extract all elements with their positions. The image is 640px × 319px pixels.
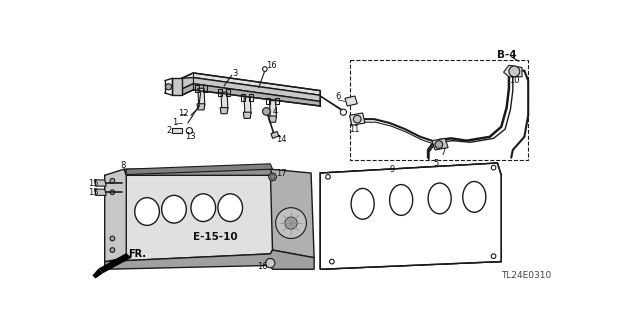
Circle shape [266, 258, 275, 268]
Polygon shape [182, 84, 320, 106]
Polygon shape [172, 78, 182, 95]
Text: B-4: B-4 [497, 50, 517, 60]
Circle shape [353, 115, 361, 123]
Polygon shape [197, 104, 205, 110]
Ellipse shape [218, 194, 243, 221]
Circle shape [509, 66, 520, 77]
Ellipse shape [162, 195, 186, 223]
Circle shape [270, 174, 275, 179]
Polygon shape [243, 112, 251, 118]
Polygon shape [105, 169, 273, 262]
Ellipse shape [428, 183, 451, 214]
Polygon shape [124, 169, 273, 175]
Circle shape [276, 208, 307, 239]
Text: FR.: FR. [128, 249, 146, 259]
Polygon shape [198, 88, 205, 105]
Text: TL24E0310: TL24E0310 [501, 271, 552, 280]
Polygon shape [345, 96, 357, 106]
Bar [349, 60, 528, 160]
Text: 6: 6 [336, 92, 341, 101]
Text: 7: 7 [440, 148, 446, 157]
Circle shape [166, 84, 172, 90]
Polygon shape [320, 163, 501, 269]
Text: 16: 16 [257, 262, 268, 271]
Ellipse shape [463, 182, 486, 212]
Circle shape [110, 178, 115, 183]
Text: 5: 5 [433, 159, 438, 167]
Text: 2: 2 [166, 126, 172, 135]
Text: 1: 1 [172, 118, 178, 128]
Circle shape [340, 109, 346, 115]
Ellipse shape [390, 185, 413, 215]
Text: 3: 3 [232, 69, 238, 78]
Polygon shape [92, 269, 103, 278]
Polygon shape [320, 163, 501, 269]
Circle shape [110, 248, 115, 252]
Circle shape [186, 128, 193, 134]
Polygon shape [182, 73, 320, 95]
Polygon shape [105, 250, 314, 269]
Text: 12: 12 [178, 109, 188, 118]
Circle shape [262, 67, 267, 71]
Polygon shape [95, 180, 106, 186]
Polygon shape [269, 116, 276, 122]
Text: 15: 15 [88, 188, 99, 197]
Polygon shape [126, 164, 273, 174]
Circle shape [285, 217, 297, 229]
Polygon shape [271, 131, 279, 138]
Text: 10: 10 [509, 76, 520, 85]
Circle shape [492, 254, 496, 258]
Ellipse shape [351, 189, 374, 219]
Ellipse shape [191, 194, 216, 221]
Circle shape [326, 174, 330, 179]
Text: 14: 14 [276, 136, 287, 145]
Polygon shape [269, 101, 276, 118]
Polygon shape [270, 169, 314, 258]
Polygon shape [182, 78, 320, 101]
Text: 15: 15 [88, 179, 99, 188]
Polygon shape [220, 108, 228, 114]
Polygon shape [221, 92, 228, 109]
Polygon shape [105, 169, 126, 262]
Text: 11: 11 [349, 125, 360, 134]
Polygon shape [95, 189, 106, 195]
Text: 17: 17 [276, 168, 286, 178]
Polygon shape [504, 65, 522, 77]
Circle shape [269, 173, 276, 181]
Polygon shape [349, 113, 365, 125]
Polygon shape [244, 97, 251, 114]
Polygon shape [432, 138, 448, 150]
Text: 8: 8 [120, 161, 125, 170]
Circle shape [435, 141, 443, 148]
Polygon shape [99, 253, 132, 273]
Polygon shape [172, 128, 182, 133]
Circle shape [492, 165, 496, 170]
Text: 13: 13 [186, 132, 196, 141]
Text: E-15-10: E-15-10 [193, 232, 238, 242]
Circle shape [330, 259, 334, 264]
Text: 16: 16 [266, 62, 276, 70]
Circle shape [110, 236, 115, 241]
Text: 9: 9 [390, 165, 395, 174]
Text: 4: 4 [273, 107, 278, 116]
Circle shape [262, 108, 270, 115]
Ellipse shape [135, 198, 159, 226]
Circle shape [110, 190, 115, 195]
